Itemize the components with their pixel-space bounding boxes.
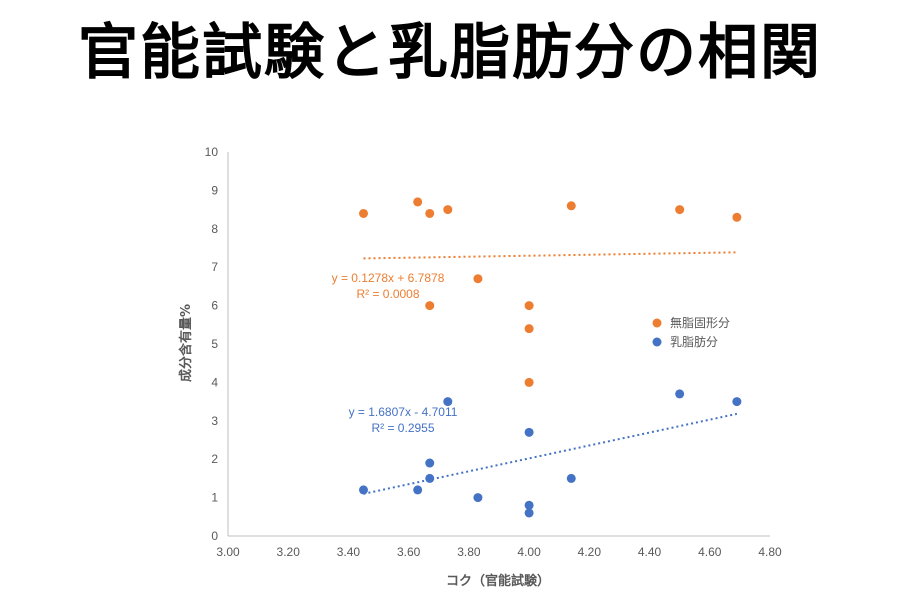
- milk-fat-point: [732, 397, 742, 407]
- trendline-equations: y = 0.1278x + 6.7878 R² = 0.0008 y = 1.680…: [332, 271, 458, 435]
- x-tick-label: 4.40: [638, 545, 662, 559]
- y-tick-label: 2: [211, 452, 218, 466]
- y-tick-label: 5: [211, 337, 218, 351]
- milk-fat-point: [473, 493, 483, 503]
- legend-marker: [652, 337, 662, 347]
- nonfat-solids-point: [524, 301, 534, 311]
- trendline-equation: y = 1.6807x - 4.7011: [349, 405, 458, 419]
- x-tick-label: 4.00: [517, 545, 541, 559]
- milk-fat-point: [524, 427, 534, 437]
- nonfat-solids-point: [524, 377, 534, 387]
- milk-fat-point: [675, 389, 685, 399]
- milk-fat-point: [359, 485, 368, 495]
- y-tick-label: 4: [211, 375, 218, 389]
- legend-marker: [652, 318, 662, 328]
- x-tick-label: 4.80: [758, 545, 782, 559]
- milk-fat-point: [524, 508, 534, 518]
- x-tick-label: 3.80: [457, 545, 481, 559]
- page-title: 官能試験と乳脂肪分の相関: [78, 18, 822, 88]
- y-tick-label: 10: [205, 145, 219, 159]
- x-tick-label: 3.20: [277, 545, 301, 559]
- legend-label: 無脂固形分: [670, 315, 730, 330]
- milk-fat-point: [425, 458, 435, 468]
- y-tick-label: 1: [211, 491, 218, 505]
- x-tick-label: 4.60: [698, 545, 722, 559]
- nonfat-solids-point: [443, 205, 453, 215]
- y-tick-label: 3: [211, 414, 218, 428]
- nonfat-solids-point: [359, 208, 368, 218]
- trendline-r-squared: R² = 0.2955: [371, 421, 434, 435]
- nonfat-solids-point: [425, 301, 435, 311]
- chart-axes: 3.00 3.20 3.40 3.60 3.80 4.00 4.20 4.40 4.60 4.80…: [205, 145, 782, 559]
- data-points: [359, 197, 742, 518]
- nonfat-solids-point: [675, 205, 685, 215]
- y-axis-title: 成分含有量%: [178, 304, 194, 382]
- trendline-milk-fat: [363, 412, 738, 495]
- nonfat-solids-point: [566, 201, 576, 211]
- milk-fat-point: [566, 473, 576, 483]
- legend-label: 乳脂肪分: [670, 334, 718, 349]
- x-tick-label: 3.40: [337, 545, 361, 559]
- nonfat-solids-point: [473, 274, 483, 284]
- x-tick-label: 3.60: [397, 545, 421, 559]
- milk-fat-point: [413, 485, 423, 495]
- milk-fat-point: [443, 397, 453, 407]
- y-tick-label: 0: [211, 529, 218, 543]
- nonfat-solids-point: [413, 197, 423, 207]
- trendline-r-squared: R² = 0.0008: [356, 287, 419, 301]
- nonfat-solids-point: [732, 212, 742, 222]
- x-axis-title: コク（官能試験）: [446, 573, 550, 589]
- trendline-equation: y = 0.1278x + 6.7878: [332, 271, 445, 285]
- y-tick-label: 6: [211, 299, 218, 313]
- y-tick-label: 9: [211, 183, 218, 197]
- trendlines: [363, 251, 738, 495]
- nonfat-solids-point: [425, 208, 435, 218]
- trendline-nonfat-solids: [363, 251, 737, 260]
- x-tick-label: 3.00: [216, 545, 240, 559]
- y-tick-label: 8: [211, 222, 218, 236]
- nonfat-solids-point: [524, 324, 534, 334]
- x-tick-label: 4.20: [578, 545, 602, 559]
- milk-fat-point: [425, 473, 435, 483]
- y-tick-label: 7: [211, 260, 218, 274]
- milk-fat-point: [524, 500, 534, 510]
